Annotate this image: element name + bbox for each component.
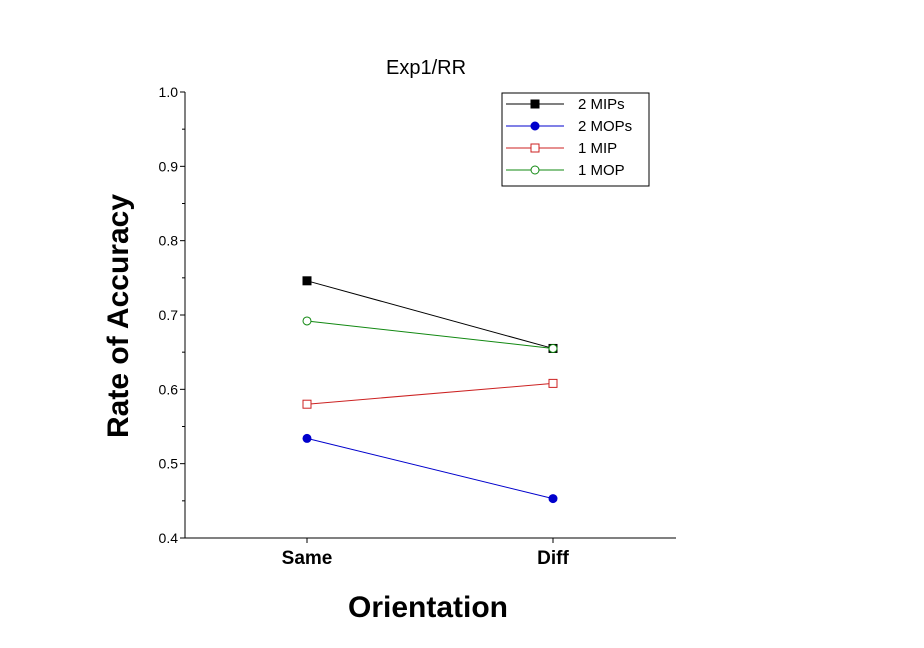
- legend-label: 1 MOP: [578, 162, 625, 179]
- series-2-mips: [302, 276, 558, 353]
- series-2-mops: [302, 433, 558, 504]
- legend: 2 MIPs 2 MOPs 1 MIP 1 MOP: [501, 92, 650, 187]
- x-axis-title: Orientation: [348, 591, 508, 624]
- legend-marker: [530, 143, 540, 153]
- y-axis-title: Rate of Accuracy: [102, 194, 135, 438]
- data-point: [548, 343, 558, 353]
- legend-label: 2 MOPs: [578, 118, 632, 135]
- legend-label: 2 MIPs: [578, 96, 625, 113]
- y-tick-label: 0.7: [159, 307, 179, 323]
- x-axis-ticks: Same Diff: [282, 538, 569, 569]
- data-point: [302, 399, 312, 409]
- y-tick-label: 1.0: [159, 84, 179, 100]
- series-line: [306, 437, 554, 500]
- data-point: [302, 433, 312, 443]
- series-line: [306, 320, 554, 349]
- legend-item: 2 MOPs: [506, 118, 632, 135]
- data-point: [302, 316, 312, 326]
- x-tick-label: Same: [282, 548, 333, 569]
- series-line: [306, 280, 554, 349]
- y-tick-label: 0.5: [159, 456, 179, 472]
- legend-box: [501, 92, 650, 187]
- series-1-mop: [302, 316, 558, 353]
- series-line: [306, 382, 554, 405]
- data-point: [302, 276, 312, 286]
- y-tick-label: 0.4: [159, 530, 179, 546]
- legend-label: 1 MIP: [578, 140, 617, 157]
- legend-marker: [530, 99, 540, 109]
- legend-item: 1 MOP: [506, 162, 625, 179]
- y-tick-label: 0.8: [159, 233, 179, 249]
- legend-item: 2 MIPs: [506, 96, 625, 113]
- series-layer: [302, 276, 558, 504]
- data-point: [548, 494, 558, 504]
- y-axis-ticks: 0.4 0.5 0.6 0.7 0.8 0.9 1.0: [159, 84, 185, 546]
- legend-item: 1 MIP: [506, 140, 617, 157]
- y-tick-label: 0.6: [159, 381, 179, 397]
- data-point: [548, 378, 558, 388]
- y-tick-label: 0.9: [159, 158, 179, 174]
- legend-marker: [530, 121, 540, 131]
- series-1-mip: [302, 378, 558, 409]
- chart-title: Exp1/RR: [386, 57, 466, 79]
- x-tick-label: Diff: [537, 548, 569, 569]
- legend-marker: [530, 165, 540, 175]
